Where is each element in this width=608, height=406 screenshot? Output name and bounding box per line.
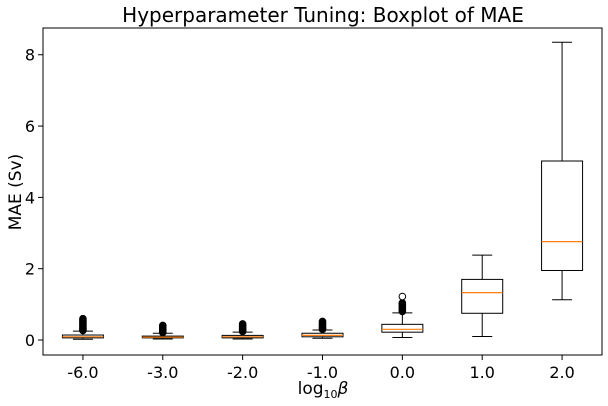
- outlier-point: [79, 314, 87, 323]
- outlier-point: [238, 320, 247, 328]
- y-tick-label: 0: [25, 331, 35, 350]
- outlier-point: [158, 321, 167, 330]
- y-tick-label: 6: [25, 117, 35, 136]
- y-axis-label-group: MAE (Sv): [6, 154, 26, 231]
- outlier-point: [318, 317, 327, 326]
- x-tick-label: 1.0: [469, 363, 494, 382]
- chart-title: Hyperparameter Tuning: Boxplot of MAE: [122, 3, 524, 27]
- x-tick-label: -6.0: [67, 363, 98, 382]
- y-tick-label: 8: [25, 46, 35, 65]
- box-iqr: [541, 160, 584, 271]
- y-tick-label: 2: [25, 260, 35, 279]
- box-iqr: [381, 323, 424, 333]
- x-axis-label-symbol: β: [337, 379, 349, 399]
- x-axis-label-base: log: [298, 379, 324, 399]
- outlier-point: [398, 299, 407, 307]
- y-axis-label: MAE (Sv): [6, 154, 26, 231]
- y-tick-label: 4: [25, 188, 35, 207]
- outlier-point: [398, 292, 407, 301]
- plot-area: 0 2 4 6 8 -6.0 -3.0 -2.0 -1.0 0.0 1.0 2.0: [25, 27, 603, 382]
- plot-frame: [42, 27, 603, 356]
- x-axis-label: log10β: [298, 379, 349, 401]
- x-tick-label: 2.0: [549, 363, 574, 382]
- x-axis-label-subscript: 10: [324, 388, 338, 401]
- x-tick-label: -2.0: [227, 363, 258, 382]
- x-tick-label: 0.0: [390, 363, 415, 382]
- x-tick-label: -1.0: [307, 363, 338, 382]
- box-iqr: [461, 278, 504, 314]
- x-tick-label: -3.0: [147, 363, 178, 382]
